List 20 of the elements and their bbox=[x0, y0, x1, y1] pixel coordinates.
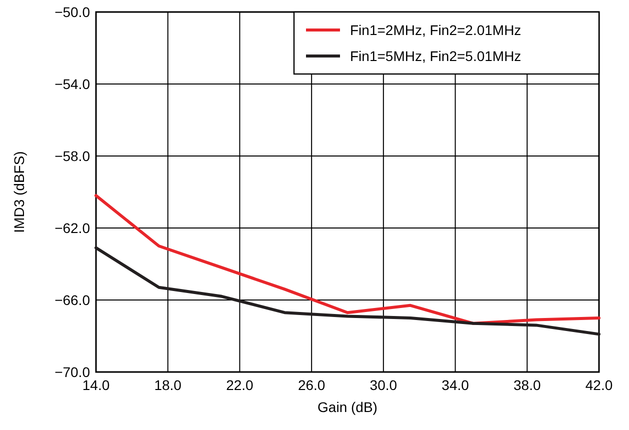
x-tick-label: 14.0 bbox=[82, 377, 110, 393]
y-tick-label: −62.0 bbox=[54, 220, 90, 236]
legend-label: Fin1=5MHz, Fin2=5.01MHz bbox=[350, 48, 522, 64]
x-tick-label: 26.0 bbox=[298, 377, 326, 393]
x-axis-title: Gain (dB) bbox=[318, 399, 378, 415]
line-series bbox=[94, 194, 600, 325]
y-tick-label: −58.0 bbox=[54, 148, 90, 164]
x-tick-label: 30.0 bbox=[370, 377, 398, 393]
y-tick-label: −50.0 bbox=[54, 4, 90, 20]
y-tick-label: −54.0 bbox=[54, 76, 90, 92]
y-axis-title: IMD3 (dBFS) bbox=[11, 151, 27, 233]
x-tick-label: 18.0 bbox=[154, 377, 182, 393]
y-tick-label: −70.0 bbox=[54, 364, 90, 380]
legend-label: Fin1=2MHz, Fin2=2.01MHz bbox=[350, 22, 522, 38]
x-tick-label: 22.0 bbox=[226, 377, 254, 393]
line-series bbox=[94, 246, 600, 336]
y-tick-label: −66.0 bbox=[54, 292, 90, 308]
x-tick-label: 38.0 bbox=[514, 377, 541, 393]
x-tick-label: 34.0 bbox=[442, 377, 470, 393]
x-tick-label: 42.0 bbox=[585, 377, 613, 393]
